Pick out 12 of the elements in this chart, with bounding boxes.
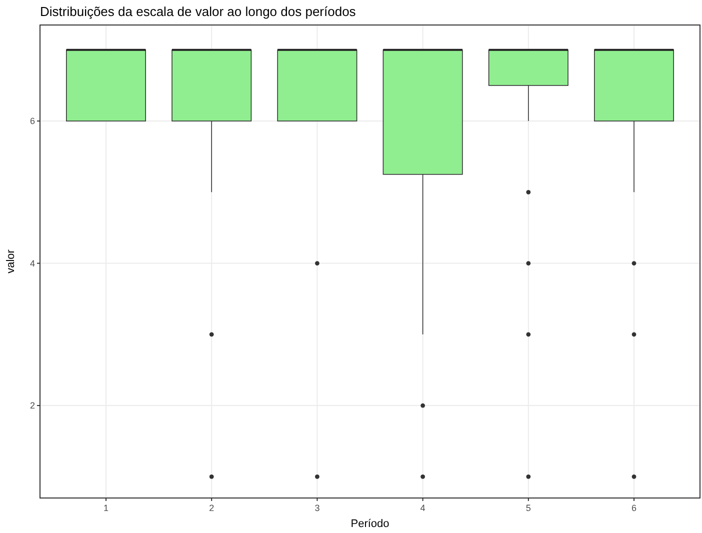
x-tick-label: 3 <box>314 503 320 513</box>
chart-title: Distribuições da escala de valor ao longo dos períodos <box>40 4 356 19</box>
y-tick-label: 2 <box>30 400 35 411</box>
x-tick-label: 1 <box>103 503 109 513</box>
y-tick-label: 6 <box>30 116 35 126</box>
x-tick-label: 6 <box>631 503 637 513</box>
y-tick-label: 4 <box>30 258 35 268</box>
x-tick-label: 5 <box>526 503 531 513</box>
x-axis-title: Período <box>350 518 390 530</box>
x-tick-label: 4 <box>420 503 426 513</box>
x-tick-label: 2 <box>209 503 214 513</box>
y-axis-title: valor <box>5 249 17 274</box>
